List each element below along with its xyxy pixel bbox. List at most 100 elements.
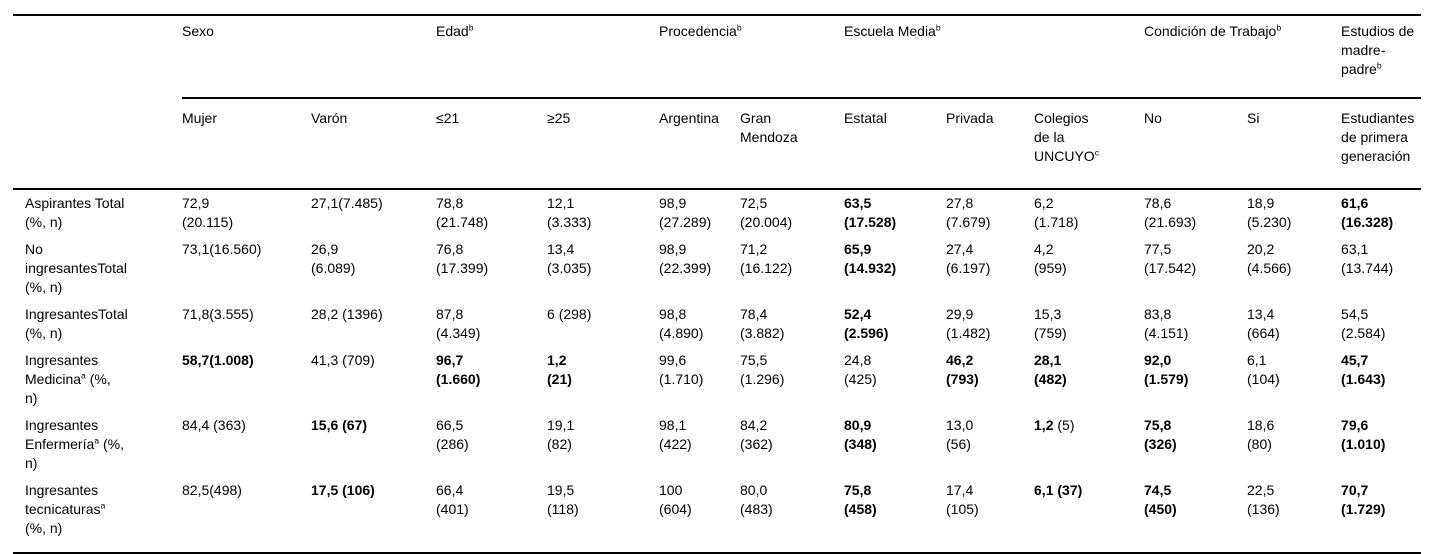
- cell-line: Estudiantes: [1341, 109, 1415, 128]
- table-row-ingresantes-total: IngresantesTotal (%, n) 71,8(3.555) 28,2 (1…: [13, 301, 1421, 347]
- text-segment: 74,5: [1144, 482, 1172, 498]
- cell-no-ingresantes-total--trabajo-no: 77,5 (17.542): [1144, 236, 1247, 301]
- cell-line: (4.566): [1247, 259, 1335, 278]
- text-segment: (348): [844, 436, 877, 452]
- cell-line: 77,5: [1144, 240, 1241, 259]
- cell-line: 15,3: [1034, 305, 1138, 324]
- cell-ingresantes-tecnicaturas--edad-ge25: 19,5 (118): [547, 477, 660, 554]
- cell-line: (1.718): [1034, 213, 1138, 232]
- cell-ingresantes-total--edad-le21: 87,8 (4.349): [436, 301, 547, 347]
- text-segment: 73,1(16.560): [182, 241, 262, 257]
- cell-line: 54,5: [1341, 305, 1415, 324]
- cell-line: 98,9: [659, 240, 734, 259]
- text-segment: (136): [1247, 501, 1280, 517]
- cell-line: 75,5: [740, 351, 838, 370]
- cell-ingresantes-medicina--primera-generacion: 45,7 (1.643): [1341, 347, 1421, 412]
- text-segment: (%, n): [25, 520, 63, 536]
- cell-line: UNCUYOc: [1034, 147, 1138, 166]
- cell-line: Escuela Mediab: [844, 22, 1138, 41]
- superscript-note: a: [100, 500, 106, 511]
- cell-line: 17,5 (106): [311, 481, 430, 500]
- text-segment: de primera: [1341, 129, 1408, 145]
- column-header-gran-mendoza: Gran Mendoza: [740, 97, 845, 190]
- cell-line: (4.349): [436, 324, 541, 343]
- cell-line: (2.584): [1341, 324, 1415, 343]
- cell-line: ≤21: [436, 109, 541, 128]
- text-segment: 19,1: [547, 417, 575, 433]
- cell-line: 28,2 (1396): [311, 305, 430, 324]
- cell-ingresantes-tecnicaturas--trabajo-no: 74,5 (450): [1144, 477, 1248, 554]
- column-header-estatal: Estatal: [844, 97, 947, 190]
- text-segment: 46,2: [946, 352, 974, 368]
- cell-line: 75,8: [844, 481, 940, 500]
- cell-line: 29,9: [946, 305, 1028, 324]
- row-label-ingresantes-enfermeria: Ingresantes Enfermeríaa (%, n): [13, 412, 182, 477]
- cell-ingresantes-tecnicaturas--primera-generacion: 70,7 (1.729): [1341, 477, 1422, 554]
- text-segment: No: [25, 241, 43, 257]
- cell-line: 12,1: [547, 194, 653, 213]
- cell-line: No: [1144, 109, 1241, 128]
- cell-line: Mujer: [182, 109, 305, 128]
- cell-line: 71,8(3.555): [182, 305, 305, 324]
- text-segment: (4.566): [1247, 260, 1292, 276]
- text-segment: Edad: [436, 23, 469, 39]
- row-label-ingresantes-medicina: Ingresantes Medicinaa (%, n): [13, 347, 182, 412]
- column-header-row: Mujer Varón ≤21 ≥25 Argentina Gran Mendoza Esta…: [13, 97, 1422, 190]
- cell-line: (348): [844, 435, 940, 454]
- cell-line: 80,0: [740, 481, 838, 500]
- table-corner-cell: [13, 14, 182, 190]
- cell-ingresantes-enfermeria--privada: 13,0 (56): [946, 412, 1034, 477]
- cell-line: (21.693): [1144, 213, 1241, 232]
- cell-line: 6,1: [1247, 351, 1335, 370]
- text-segment: 70,7: [1341, 482, 1369, 498]
- text-segment: 84,4 (363): [182, 417, 246, 433]
- text-segment: 28,1: [1034, 352, 1062, 368]
- cell-ingresantes-enfermeria--gran-mendoza: 84,2 (362): [740, 412, 844, 477]
- text-segment: 1,2: [1034, 417, 1058, 433]
- cell-line: 82,5(498): [182, 481, 305, 500]
- cell-line: 83,8: [1144, 305, 1241, 324]
- cell-ingresantes-medicina--argentina: 99,6 (1.710): [659, 347, 740, 412]
- cell-line: (16.122): [740, 259, 838, 278]
- text-segment: (1.660): [436, 371, 481, 387]
- cell-aspirantes-total--mujer: 72,9 (20.115): [182, 189, 311, 236]
- cell-line: (326): [1144, 435, 1241, 454]
- cell-line: 27,8: [946, 194, 1028, 213]
- cell-line: (2.596): [844, 324, 940, 343]
- cell-line: IngresantesTotal: [25, 305, 176, 324]
- cell-line: Medicinaa (%,: [25, 370, 176, 389]
- cell-line: de la: [1034, 128, 1138, 147]
- text-segment: 72,9: [182, 195, 210, 211]
- cell-line: 58,7(1.008): [182, 351, 305, 370]
- cell-line: (1.482): [946, 324, 1028, 343]
- superscript-note: a: [94, 435, 100, 446]
- text-segment: 13,0: [946, 417, 974, 433]
- text-segment: Colegios: [1034, 110, 1089, 126]
- text-segment: (6.197): [946, 260, 991, 276]
- column-header-colegios-uncuyo: Colegios de la UNCUYOc: [1034, 97, 1145, 190]
- text-segment: Ingresantes: [25, 482, 99, 498]
- text-segment: (104): [1247, 371, 1280, 387]
- column-header-primera-generacion: Estudiantes de primera generación: [1341, 97, 1422, 190]
- cell-ingresantes-tecnicaturas--argentina: 100 (604): [659, 477, 741, 554]
- text-segment: (7.679): [946, 214, 991, 230]
- text-segment: (793): [946, 371, 979, 387]
- text-segment: Ingresantes: [25, 352, 99, 368]
- cell-ingresantes-enfermeria--argentina: 98,1 (422): [659, 412, 740, 477]
- text-segment: Si: [1247, 110, 1260, 126]
- cell-aspirantes-total--colegios-uncuyo: 6,2 (1.718): [1034, 189, 1144, 236]
- text-segment: 12,1: [547, 195, 575, 211]
- text-segment: Gran: [740, 110, 772, 126]
- row-label-no-ingresantes-total: No ingresantesTotal (%, n): [13, 236, 182, 301]
- text-segment: 1,2: [547, 352, 567, 368]
- text-segment: (%, n): [25, 214, 63, 230]
- text-segment: de la: [1034, 129, 1065, 145]
- text-segment: madre-: [1341, 42, 1386, 58]
- text-segment: (4.890): [659, 325, 704, 341]
- text-segment: (21.693): [1144, 214, 1197, 230]
- cell-line: (%, n): [25, 213, 176, 232]
- text-segment: 98,9: [659, 241, 687, 257]
- cell-line: ≥25: [547, 109, 653, 128]
- text-segment: No: [1144, 110, 1162, 126]
- text-segment: 15,6 (67): [311, 417, 368, 433]
